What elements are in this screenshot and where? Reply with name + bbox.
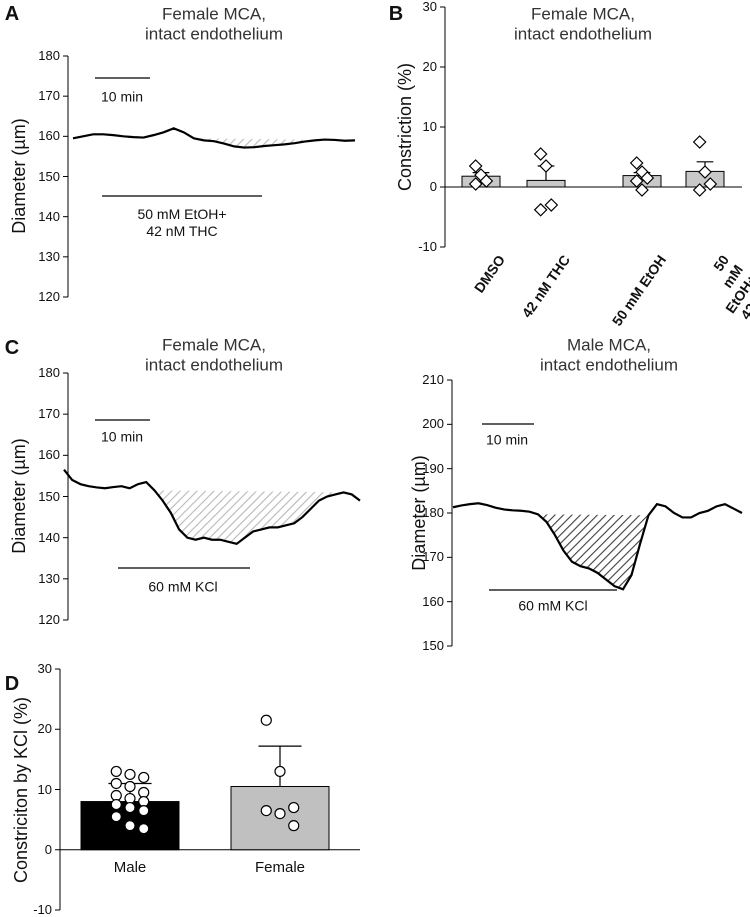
y-axis-label: Diameter (µm) (9, 438, 30, 554)
data-point (635, 183, 649, 197)
y-tick-label: 130 (38, 249, 60, 265)
y-tick-label: 170 (38, 406, 60, 422)
data-point (640, 171, 655, 185)
data-point (533, 147, 548, 161)
y-tick-label: 170 (422, 549, 444, 565)
y-tick-label: 190 (422, 460, 444, 476)
hatched-area (154, 490, 344, 544)
data-point (138, 771, 150, 784)
y-tick-label: 210 (422, 372, 444, 388)
bar (526, 179, 566, 188)
data-point (110, 777, 122, 790)
data-point (124, 801, 136, 814)
y-tick-label: 160 (38, 447, 60, 463)
y-tick-label: 180 (38, 365, 60, 381)
y-tick-label: 170 (38, 88, 60, 104)
annotation: 10 min (100, 88, 144, 105)
data-point (274, 807, 286, 820)
x-tick-label: Male (113, 859, 147, 876)
y-tick-label: 30 (37, 661, 52, 677)
y-axis-label: Constriciton by KCl (%) (11, 696, 32, 884)
trace-line (63, 469, 361, 546)
hatched-area (193, 138, 335, 148)
data-point (479, 174, 494, 188)
panel-letter: D (4, 673, 20, 695)
data-point (629, 174, 644, 188)
y-tick-label: 150 (38, 168, 60, 184)
y-tick-label: 30 (422, 0, 437, 15)
annotation: 10 min (100, 428, 144, 445)
data-point (539, 159, 553, 173)
y-tick-label: 130 (38, 571, 60, 587)
annotation: 10 min (485, 431, 529, 448)
data-point (124, 820, 136, 832)
data-point (468, 159, 483, 173)
chart-title: Female MCA, intact endothelium (145, 335, 283, 375)
y-tick-label: 0 (429, 179, 437, 195)
y-tick-label: -10 (418, 239, 437, 255)
data-point (138, 823, 150, 835)
y-tick-label: 180 (38, 48, 60, 64)
y-tick-label: -10 (33, 902, 52, 917)
annotation: 60 mM KCl (148, 578, 218, 595)
data-point (629, 156, 644, 170)
y-tick-label: 20 (422, 59, 437, 75)
data-point (468, 177, 483, 191)
y-tick-label: 120 (38, 612, 60, 628)
y-tick-label: 180 (422, 505, 444, 521)
panel-letter: C (4, 337, 20, 359)
data-point (110, 765, 122, 778)
y-tick-label: 120 (38, 289, 60, 305)
chart-title: Female MCA, intact endothelium (145, 4, 283, 44)
data-point (288, 820, 300, 832)
chart-title: Male MCA, intact endothelium (540, 335, 678, 375)
data-point (692, 135, 707, 149)
data-point (288, 801, 300, 814)
data-point (544, 198, 559, 212)
y-axis-label: Diameter (µm) (9, 118, 30, 234)
data-point (124, 780, 136, 793)
data-point (703, 177, 718, 191)
y-tick-label: 160 (38, 128, 60, 144)
x-tick-label: Female (254, 859, 306, 876)
data-point (110, 811, 122, 823)
data-point (692, 183, 707, 197)
trace-line (72, 127, 356, 149)
trace-line (452, 502, 743, 591)
y-tick-label: 140 (38, 529, 60, 545)
annotation: 60 mM KCl (518, 597, 588, 614)
y-tick-label: 150 (422, 638, 444, 654)
data-point (533, 202, 548, 217)
panel-letter: B (388, 3, 404, 25)
panel-letter: A (4, 3, 20, 25)
y-tick-label: 10 (37, 781, 52, 797)
data-point (124, 768, 136, 781)
annotation: 50 mM EtOH+ 42 nM THC (137, 206, 227, 239)
y-tick-label: 200 (422, 416, 444, 432)
data-point (274, 765, 286, 778)
y-tick-label: 140 (38, 208, 60, 224)
y-tick-label: 150 (38, 488, 60, 504)
chart-title: Female MCA, intact endothelium (514, 4, 652, 44)
y-tick-label: 10 (422, 119, 437, 135)
data-point (260, 804, 272, 817)
hatched-area (538, 514, 649, 590)
y-tick-label: 20 (37, 721, 52, 737)
y-tick-label: 0 (44, 841, 52, 857)
y-axis-label: Constriction (%) (395, 62, 416, 192)
y-tick-label: 160 (422, 593, 444, 609)
data-point (138, 804, 150, 817)
data-point (260, 714, 272, 726)
data-point (110, 798, 122, 811)
data-point (698, 165, 712, 179)
